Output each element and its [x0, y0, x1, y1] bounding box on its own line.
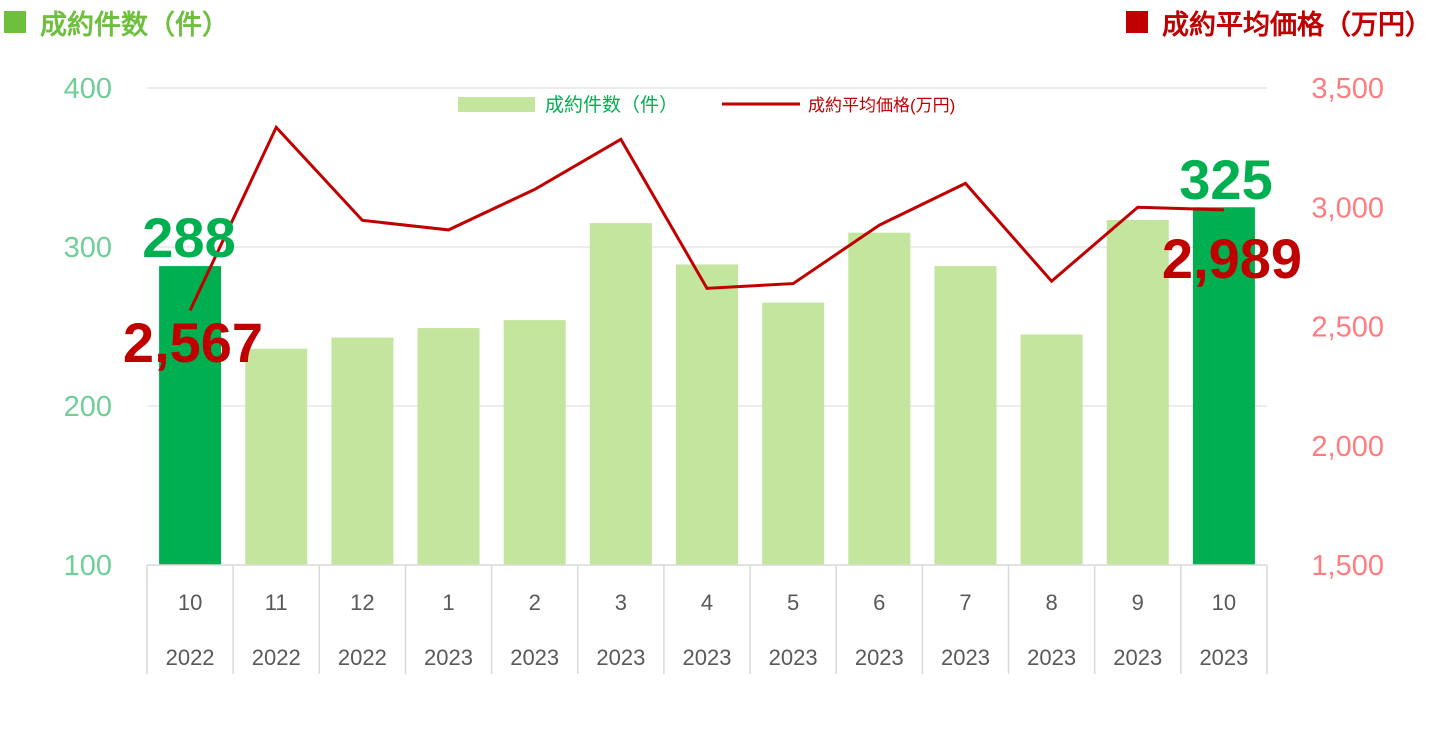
data-label-bar-first: 288 [142, 206, 235, 269]
x-tick-year: 2023 [769, 645, 818, 670]
x-tick-month: 9 [1132, 590, 1144, 615]
left-axis-tick-label: 200 [64, 391, 112, 423]
x-tick-year: 2023 [683, 645, 732, 670]
x-tick-month: 2 [529, 590, 541, 615]
data-label-bar-last: 325 [1179, 148, 1272, 211]
legend-line-label: 成約平均価格(万円) [808, 96, 955, 115]
x-tick-year: 2023 [941, 645, 990, 670]
price-line-series [188, 124, 1224, 312]
right-axis-tick-label: 2,000 [1311, 431, 1384, 463]
x-tick-month: 10 [178, 590, 202, 615]
x-tick-year: 2023 [510, 645, 559, 670]
x-tick-month: 1 [442, 590, 454, 615]
legend-bar-label: 成約件数（件） [545, 94, 678, 116]
bar [762, 302, 825, 565]
left-axis-tick-label: 400 [64, 73, 112, 105]
x-tick-year: 2023 [424, 645, 473, 670]
x-tick-year: 2023 [1113, 645, 1162, 670]
bar [1106, 219, 1169, 565]
green-square-icon [4, 11, 26, 33]
x-tick-year: 2022 [338, 645, 387, 670]
x-tick-year: 2023 [1027, 645, 1076, 670]
right-axis-tick-label: 1,500 [1311, 550, 1384, 582]
bar [848, 232, 911, 565]
x-tick-month: 11 [265, 590, 288, 615]
right-axis-tick-label: 3,500 [1311, 73, 1384, 105]
bar-highlight [159, 266, 222, 565]
bar-highlight [1192, 207, 1255, 565]
right-axis-tick-label: 2,500 [1311, 312, 1384, 344]
legend-bar-swatch [458, 97, 535, 112]
bar [417, 328, 480, 565]
x-tick-month: 4 [701, 590, 713, 615]
red-square-icon [1126, 11, 1148, 33]
data-label-line-last: 2,989 [1162, 227, 1302, 290]
left-axis-tick-label: 300 [64, 232, 112, 264]
x-tick-month: 10 [1212, 590, 1236, 615]
x-tick-month: 6 [873, 590, 885, 615]
x-tick-month: 3 [615, 590, 627, 615]
x-tick-month: 8 [1045, 590, 1057, 615]
x-tick-month: 7 [959, 590, 971, 615]
x-tick-year: 2022 [252, 645, 301, 670]
right-axis-tick-label: 3,000 [1311, 192, 1384, 224]
bar [331, 337, 394, 565]
bar [589, 223, 652, 565]
x-tick-year: 2023 [1199, 645, 1248, 670]
x-tick-year: 2022 [166, 645, 215, 670]
x-tick-month: 5 [787, 590, 799, 615]
x-tick-month: 12 [350, 590, 374, 615]
right-axis-title-text: 成約平均価格（万円） [1162, 9, 1432, 41]
x-tick-year: 2023 [596, 645, 645, 670]
bar [676, 264, 738, 565]
left-axis-title: 成約件数（件） [4, 0, 229, 44]
bar [1020, 334, 1083, 565]
left-axis-tick-label: 100 [64, 550, 112, 582]
right-axis-title: 成約平均価格（万円） [1126, 0, 1432, 44]
left-axis-title-text: 成約件数（件） [40, 9, 229, 41]
bar [934, 266, 997, 565]
bar [245, 348, 308, 565]
data-label-line-first: 2,567 [123, 311, 263, 374]
x-tick-year: 2023 [855, 645, 904, 670]
bar [503, 320, 566, 565]
